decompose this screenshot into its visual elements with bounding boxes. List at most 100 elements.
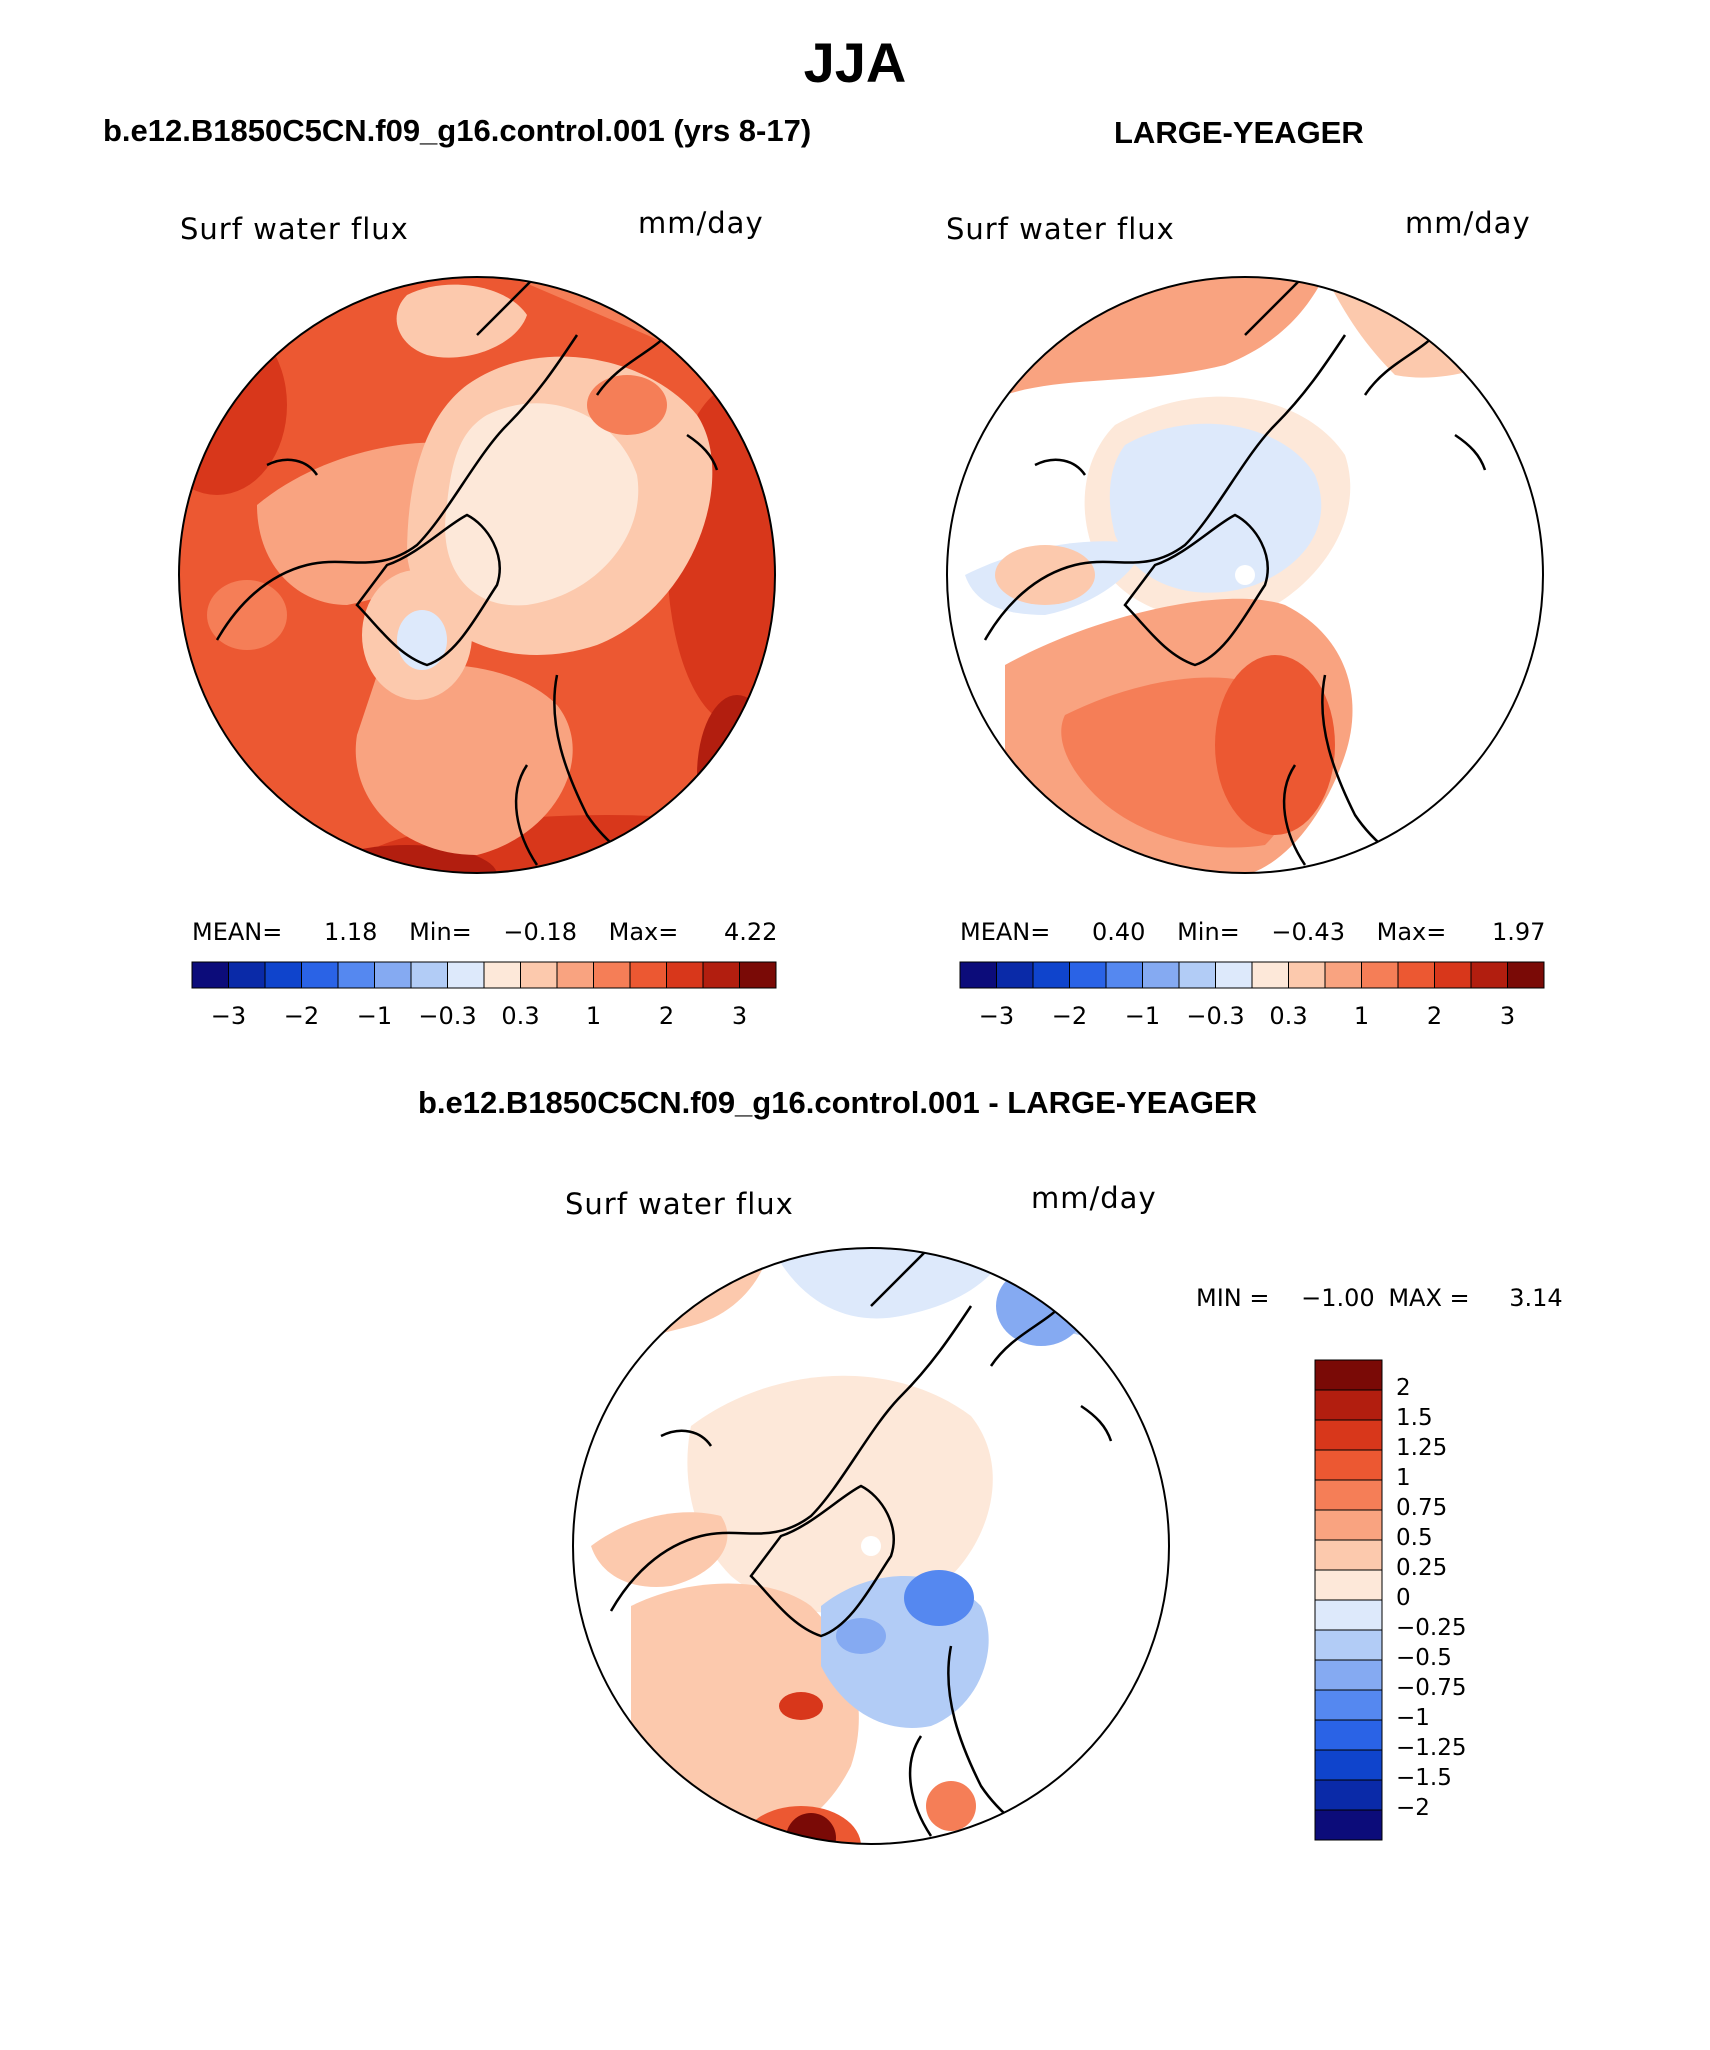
colorbar-tick-label: −0.5 [1396,1645,1452,1671]
colorbar-swatch [1251,961,1289,989]
panel2-min-label: Min= [1177,918,1240,946]
colorbar-swatch [959,961,997,989]
panel2-field-label: Surf water flux [946,212,1175,246]
panel1-field-label: Surf water flux [180,212,409,246]
colorbar-swatch [702,961,740,989]
panel3-max-label: MAX = [1388,1284,1470,1312]
colorbar-tick-label: 0.3 [501,1002,540,1030]
colorbar-tick-label: −1 [356,1002,393,1030]
colorbar-swatch [1314,1479,1383,1511]
panel3-header: b.e12.B1850C5CN.f09_g16.control.001 - LA… [418,1085,1257,1120]
colorbar-tick-label: −1.25 [1396,1735,1467,1761]
colorbar-tick-label: −0.75 [1396,1675,1467,1701]
page-title: JJA [803,31,907,94]
colorbar-swatch [1314,1749,1383,1781]
panel2-mean-value: 0.40 [1092,918,1146,946]
colorbar-swatch [629,961,667,989]
colorbar-tick-label: 2 [1396,1375,1411,1401]
colorbar-swatch [410,961,448,989]
colorbar-swatch [1314,1809,1383,1841]
panel1-units-label: mm/day [638,206,764,240]
colorbar-swatch [374,961,412,989]
colorbar-swatch [593,961,631,989]
panel2-map [946,276,1544,874]
panel2-max-value: 1.97 [1491,918,1546,946]
colorbar-swatch [1314,1689,1383,1721]
panel2-units-label: mm/day [1405,206,1531,240]
colorbar-tick-label: −0.3 [1186,1002,1245,1030]
panel3-field-label: Surf water flux [565,1187,794,1221]
colorbar-tick-label: 2 [1426,1002,1443,1030]
colorbar-swatch [301,961,339,989]
colorbar-swatch [1314,1359,1383,1391]
colorbar-tick-label: −3 [210,1002,247,1030]
colorbar-tick-label: 0.3 [1269,1002,1308,1030]
colorbar-swatch [1507,961,1545,989]
colorbar-swatch [1314,1509,1383,1541]
colorbar-tick-label: 1 [585,1002,602,1030]
colorbar-tick-label: −0.3 [418,1002,477,1030]
panel2-max-label: Max= [1376,918,1447,946]
panel1-max-value: 4.22 [723,918,778,946]
panel3-min-label: MIN = [1196,1284,1270,1312]
panel1-mean-value: 1.18 [324,918,378,946]
colorbar-tick-label: 1.5 [1396,1405,1433,1431]
colorbar-swatch [1142,961,1180,989]
colorbar-swatch [556,961,594,989]
panel1-colorbar [191,961,777,989]
colorbar-swatch [1314,1569,1383,1601]
panel3-min-value: −1.00 [1301,1284,1375,1312]
colorbar-tick-label: −2 [283,1002,320,1030]
colorbar-swatch [264,961,302,989]
colorbar-tick-label: 0 [1396,1585,1411,1611]
colorbar-tick-label: 1 [1396,1465,1411,1491]
colorbar-swatch [1361,961,1399,989]
colorbar-swatch [1314,1539,1383,1571]
colorbar-swatch [1397,961,1435,989]
colorbar-swatch [1324,961,1362,989]
colorbar-swatch [1314,1659,1383,1691]
colorbar-swatch [1314,1449,1383,1481]
colorbar-tick-label: −1 [1396,1705,1430,1731]
colorbar-swatch [447,961,485,989]
panel3-units-label: mm/day [1031,1181,1157,1215]
panel1-min-label: Min= [409,918,472,946]
panel2-mean-label: MEAN= [960,918,1051,946]
panel3-colorbar [1314,1359,1383,1841]
panel3-max-value: 3.14 [1509,1284,1563,1312]
colorbar-tick-label: −0.25 [1396,1615,1467,1641]
colorbar-swatch [191,961,229,989]
colorbar-swatch [520,961,558,989]
colorbar-swatch [483,961,521,989]
colorbar-swatch [1105,961,1143,989]
panel1-map [178,276,776,874]
colorbar-swatch [228,961,266,989]
colorbar-swatch [666,961,704,989]
colorbar-tick-label: 1 [1353,1002,1370,1030]
colorbar-tick-label: 0.25 [1396,1555,1448,1581]
panel2-min-value: −0.43 [1271,918,1345,946]
colorbar-swatch [337,961,375,989]
colorbar-swatch [1314,1779,1383,1811]
panel1-header: b.e12.B1850C5CN.f09_g16.control.001 (yrs… [103,113,812,148]
colorbar-swatch [1178,961,1216,989]
colorbar-swatch [1069,961,1107,989]
colorbar-swatch [1314,1629,1383,1661]
colorbar-tick-label: 0.5 [1396,1525,1433,1551]
colorbar-tick-label: 3 [731,1002,748,1030]
colorbar-tick-label: −2 [1396,1795,1430,1821]
colorbar-tick-label: −2 [1051,1002,1088,1030]
colorbar-swatch [1314,1599,1383,1631]
panel2-colorbar [959,961,1545,989]
panel3-map [572,1247,1170,1845]
colorbar-swatch [1314,1389,1383,1421]
colorbar-tick-label: −3 [978,1002,1015,1030]
colorbar-tick-label: 1.25 [1396,1435,1448,1461]
colorbar-swatch [1434,961,1472,989]
colorbar-tick-label: −1 [1124,1002,1161,1030]
colorbar-swatch [996,961,1034,989]
panel2-header: LARGE-YEAGER [1114,115,1364,150]
colorbar-swatch [1032,961,1070,989]
colorbar-swatch [1215,961,1253,989]
colorbar-swatch [1288,961,1326,989]
